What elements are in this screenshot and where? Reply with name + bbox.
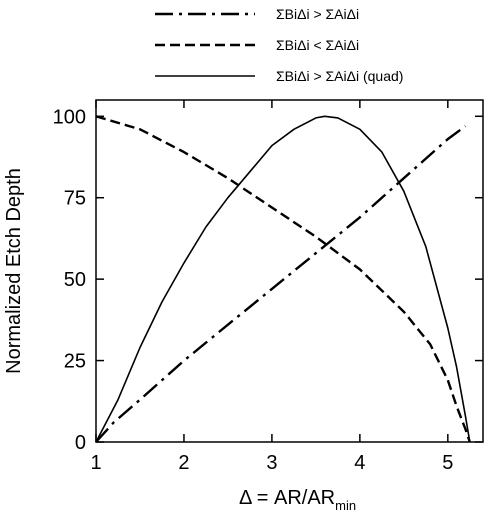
legend-label: ΣBiΔi > ΣAiΔi (quad) — [276, 68, 403, 84]
series-line-dashed — [95, 115, 471, 443]
legend: ΣBiΔi > ΣAiΔi ΣBiΔi < ΣAiΔi ΣBiΔi > ΣAiΔi … — [155, 6, 403, 84]
y-tick-label: 50 — [64, 269, 86, 291]
y-tick-label: 25 — [64, 351, 86, 373]
x-axis-title: Δ = AR/ARmin — [239, 487, 356, 513]
legend-label: ΣBiΔi < ΣAiΔi — [276, 37, 359, 53]
plot-frame — [95, 99, 484, 443]
x-tick-label: 4 — [354, 452, 365, 474]
x-axis-title-subscript: min — [335, 498, 356, 513]
series-line-dash-dot — [95, 125, 467, 443]
legend-label: ΣBiΔi > ΣAiΔi — [276, 6, 359, 22]
y-tick-label: 100 — [53, 106, 86, 128]
series-group — [95, 115, 471, 443]
y-tick-label: 75 — [64, 188, 86, 210]
x-tick-label: 3 — [266, 452, 277, 474]
x-tick-label: 5 — [442, 452, 453, 474]
series-line-solid — [95, 115, 471, 443]
x-tick-label: 1 — [90, 452, 101, 474]
x-tick-label: 2 — [178, 452, 189, 474]
y-axis-title: Normalized Etch Depth — [3, 168, 25, 374]
x-axis-title-main: Δ = AR/AR — [239, 487, 335, 509]
y-tick-label: 0 — [75, 432, 86, 454]
